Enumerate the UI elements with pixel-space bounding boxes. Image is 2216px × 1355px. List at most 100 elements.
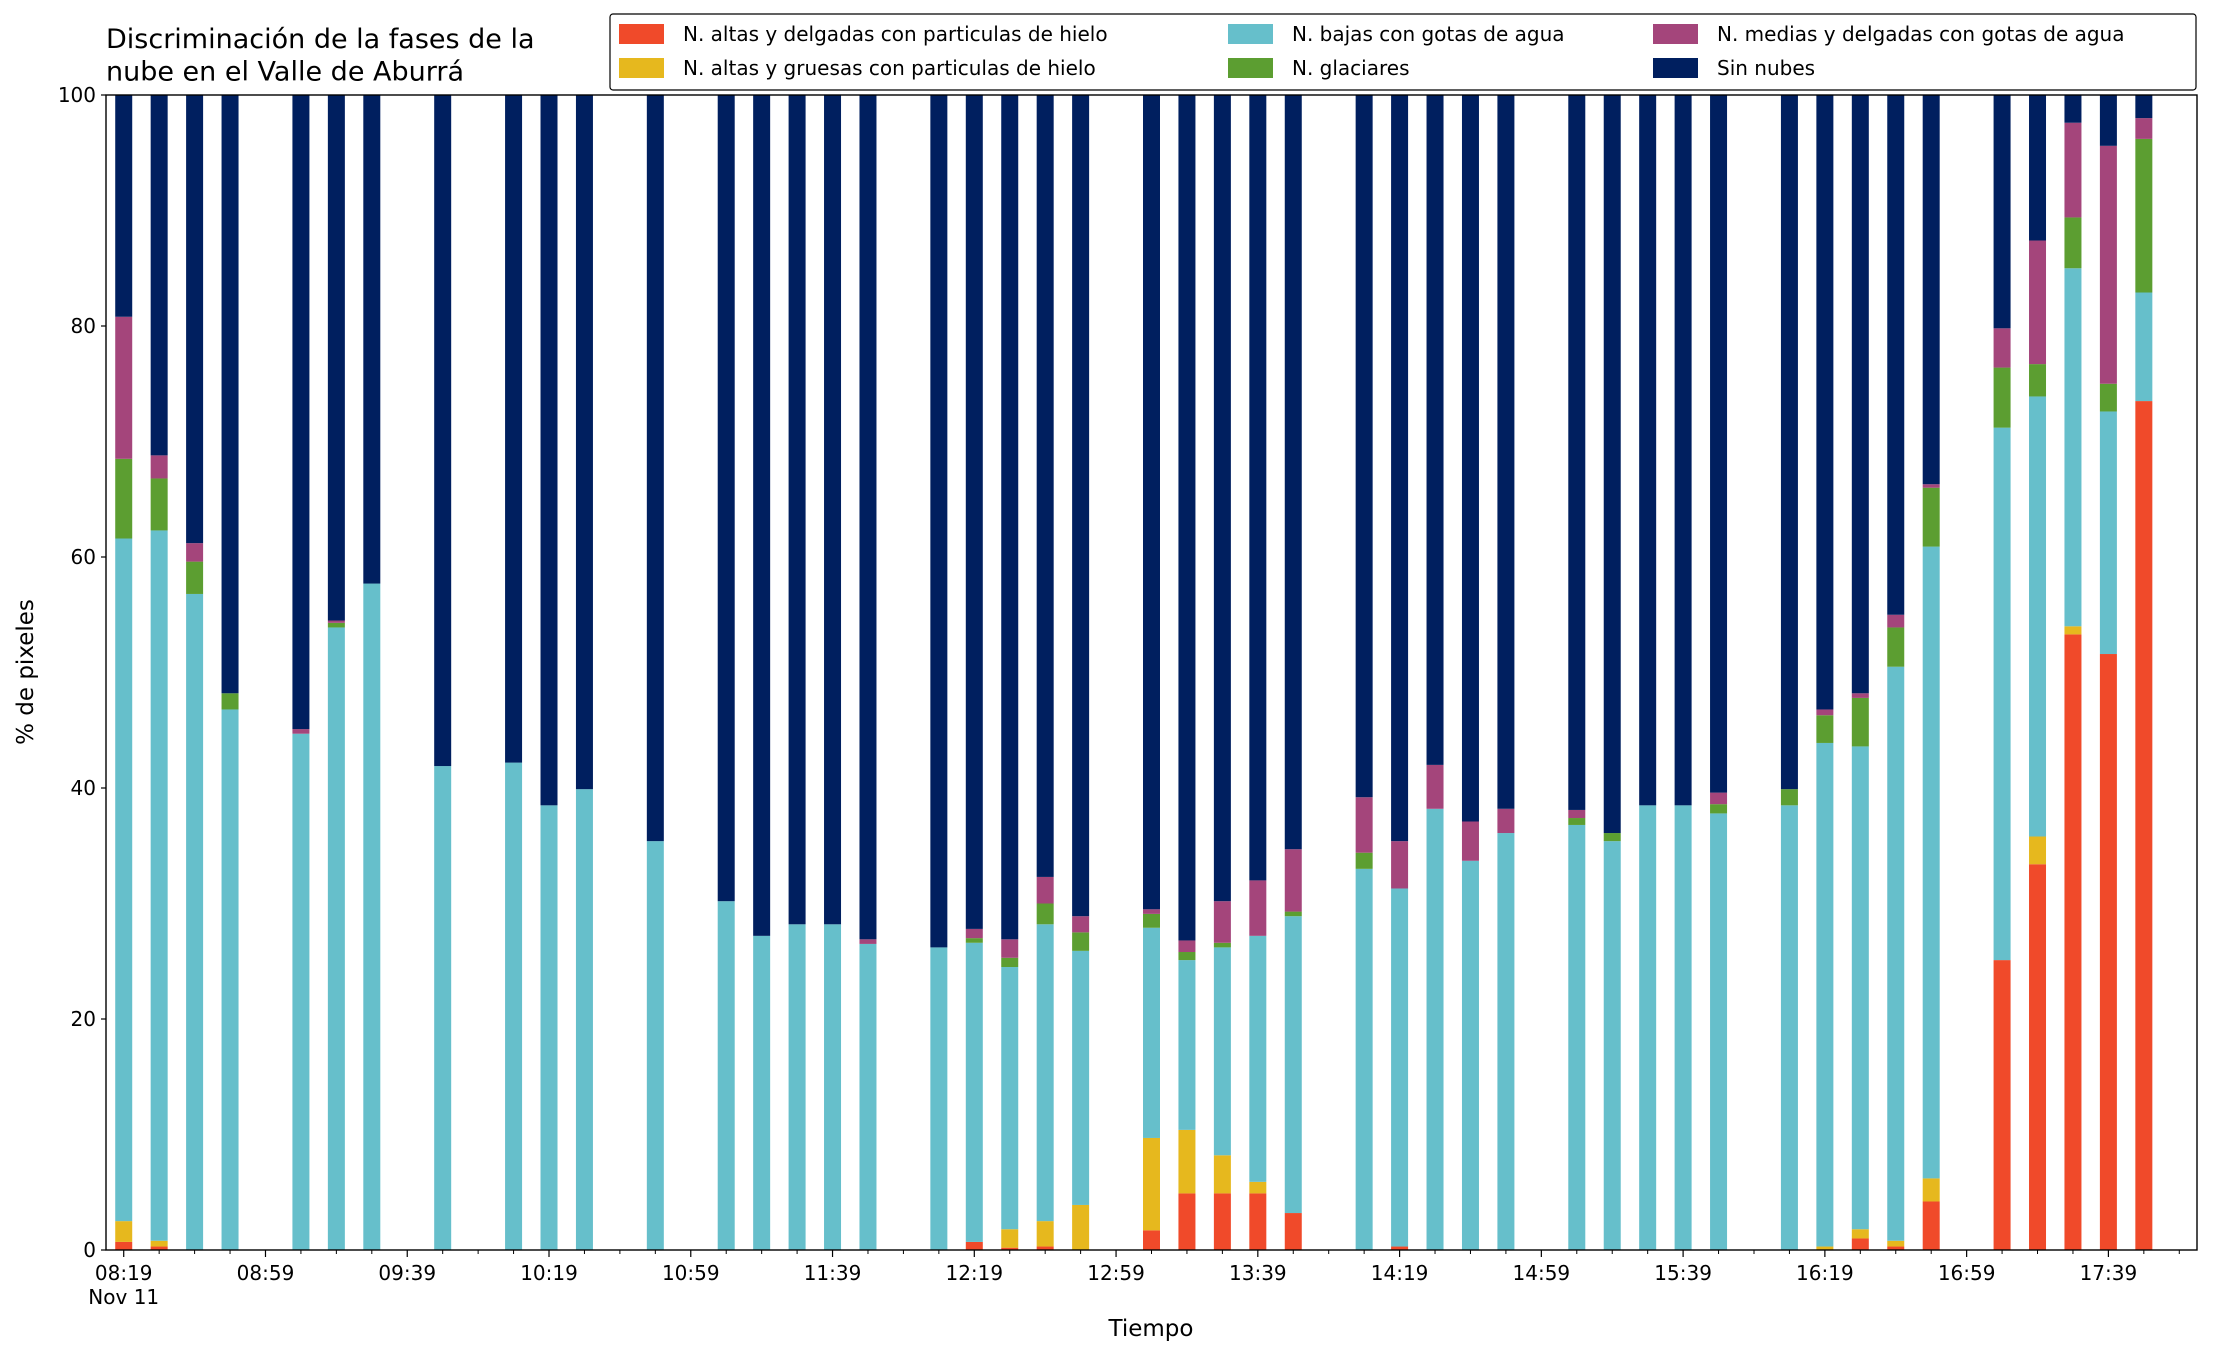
bar-segment <box>1178 960 1196 1130</box>
bar-segment <box>115 1221 133 1242</box>
bar-segment <box>1922 95 1940 485</box>
bar-segment <box>1639 95 1657 806</box>
bar-segment <box>1391 888 1409 1247</box>
bar-segment <box>505 95 523 763</box>
bar-segment <box>1639 805 1657 1250</box>
bar-segment <box>965 938 983 943</box>
x-tick-label: 08:59 <box>237 1261 295 1285</box>
bar-segment <box>292 733 310 1250</box>
bar-segment <box>1213 947 1231 1156</box>
legend-label: N. altas y delgadas con particulas de hi… <box>683 22 1108 46</box>
x-tick-label: 10:59 <box>662 1261 720 1285</box>
bar-segment <box>965 928 983 939</box>
bar-segment <box>1674 95 1692 806</box>
bar-segment <box>221 95 239 694</box>
bar-segment <box>2064 626 2082 635</box>
bar-segment <box>1993 328 2011 368</box>
bar-segment <box>1710 804 1728 814</box>
bar-segment <box>2135 138 2153 293</box>
bar-segment <box>2135 292 2153 402</box>
bar-segment <box>2029 396 2047 837</box>
y-tick-label: 20 <box>71 1007 96 1031</box>
bar-segment <box>2064 268 2082 627</box>
bar-segment <box>717 901 735 1250</box>
bar-segment <box>1143 1137 1160 1231</box>
bar-segment <box>1426 764 1444 809</box>
bar-segment <box>1001 1229 1019 1248</box>
bar-segment <box>1816 1246 1834 1250</box>
bar-segment <box>1143 1230 1160 1250</box>
bar-segment <box>824 95 842 925</box>
bar-segment <box>859 95 877 940</box>
bar-segment <box>1426 808 1444 1250</box>
bar-segment <box>1213 95 1231 902</box>
bar-segment <box>1603 841 1621 1250</box>
bar-segment <box>1568 818 1586 825</box>
bar-segment <box>1710 792 1728 805</box>
bar-segment <box>1178 940 1196 953</box>
bar-segment <box>1284 95 1302 850</box>
bar-segment <box>1497 95 1515 809</box>
bar-segment <box>1249 935 1267 1182</box>
bar-segment <box>1355 868 1373 1250</box>
bar-segment <box>788 924 806 1250</box>
x-tick-label: 09:39 <box>378 1261 436 1285</box>
legend-swatch <box>1653 58 1698 78</box>
bar-segment <box>575 789 593 1250</box>
bar-segment <box>1780 805 1798 1250</box>
bar-segment <box>1887 1246 1905 1250</box>
bar-segment <box>1072 1204 1090 1250</box>
bar-segment <box>1710 95 1728 793</box>
bar-segment <box>1036 924 1054 1222</box>
x-tick-label: 12:19 <box>945 1261 1003 1285</box>
bar-segment <box>2099 95 2117 146</box>
bar-segment <box>1603 833 1621 842</box>
legend-box <box>609 13 2197 91</box>
bar-segment <box>1887 95 1905 615</box>
bar-segment <box>2135 118 2153 139</box>
bar-segment <box>1993 960 2011 1250</box>
bar-segment <box>1851 693 1869 698</box>
bar-segment <box>1710 813 1728 1250</box>
bar-segment <box>186 543 204 562</box>
bar-segment <box>1426 95 1444 765</box>
bar-segment <box>1001 967 1019 1230</box>
legend-label: N. medias y delgadas con gotas de agua <box>1717 22 2125 46</box>
bar-segment <box>717 95 735 902</box>
bar-segment <box>930 947 948 1250</box>
bar-segment <box>1072 95 1090 917</box>
legend-swatch <box>619 58 664 78</box>
legend-label: N. glaciares <box>1292 56 1410 80</box>
bar-segment <box>965 1241 983 1250</box>
x-tick-label: 10:19 <box>520 1261 578 1285</box>
bar-segment <box>1284 1213 1302 1250</box>
bar-segment <box>2135 401 2153 1250</box>
bar-segment <box>1603 95 1621 834</box>
bar-segment <box>1497 833 1515 1250</box>
bar-segment <box>1674 805 1692 1250</box>
y-tick-label: 100 <box>58 83 96 107</box>
bar-segment <box>150 1240 168 1247</box>
bar-segment <box>1072 950 1090 1205</box>
bar-segment <box>2099 411 2117 655</box>
bar-segment <box>1036 876 1054 904</box>
bar-segment <box>1284 911 1302 917</box>
bar-segment <box>1213 901 1231 943</box>
bar-segment <box>292 729 310 734</box>
bar-segment <box>575 95 593 790</box>
bar-segment <box>1497 808 1515 834</box>
bar-segment <box>1001 1247 1019 1250</box>
y-axis-label: % de pixeles <box>13 599 39 745</box>
bar-segment <box>115 316 133 459</box>
bar-segment <box>1780 789 1798 806</box>
bar-segment <box>1851 1229 1869 1239</box>
bar-segment <box>150 530 168 1241</box>
bar-segment <box>327 627 345 1250</box>
x-tick-label: 14:59 <box>1513 1261 1571 1285</box>
bar-segment <box>1036 1221 1054 1247</box>
bar-segment <box>1887 1240 1905 1247</box>
bar-segment <box>1922 487 1940 547</box>
bar-segment <box>859 939 877 944</box>
bar-segment <box>930 95 948 948</box>
bar-segment <box>115 1241 133 1250</box>
